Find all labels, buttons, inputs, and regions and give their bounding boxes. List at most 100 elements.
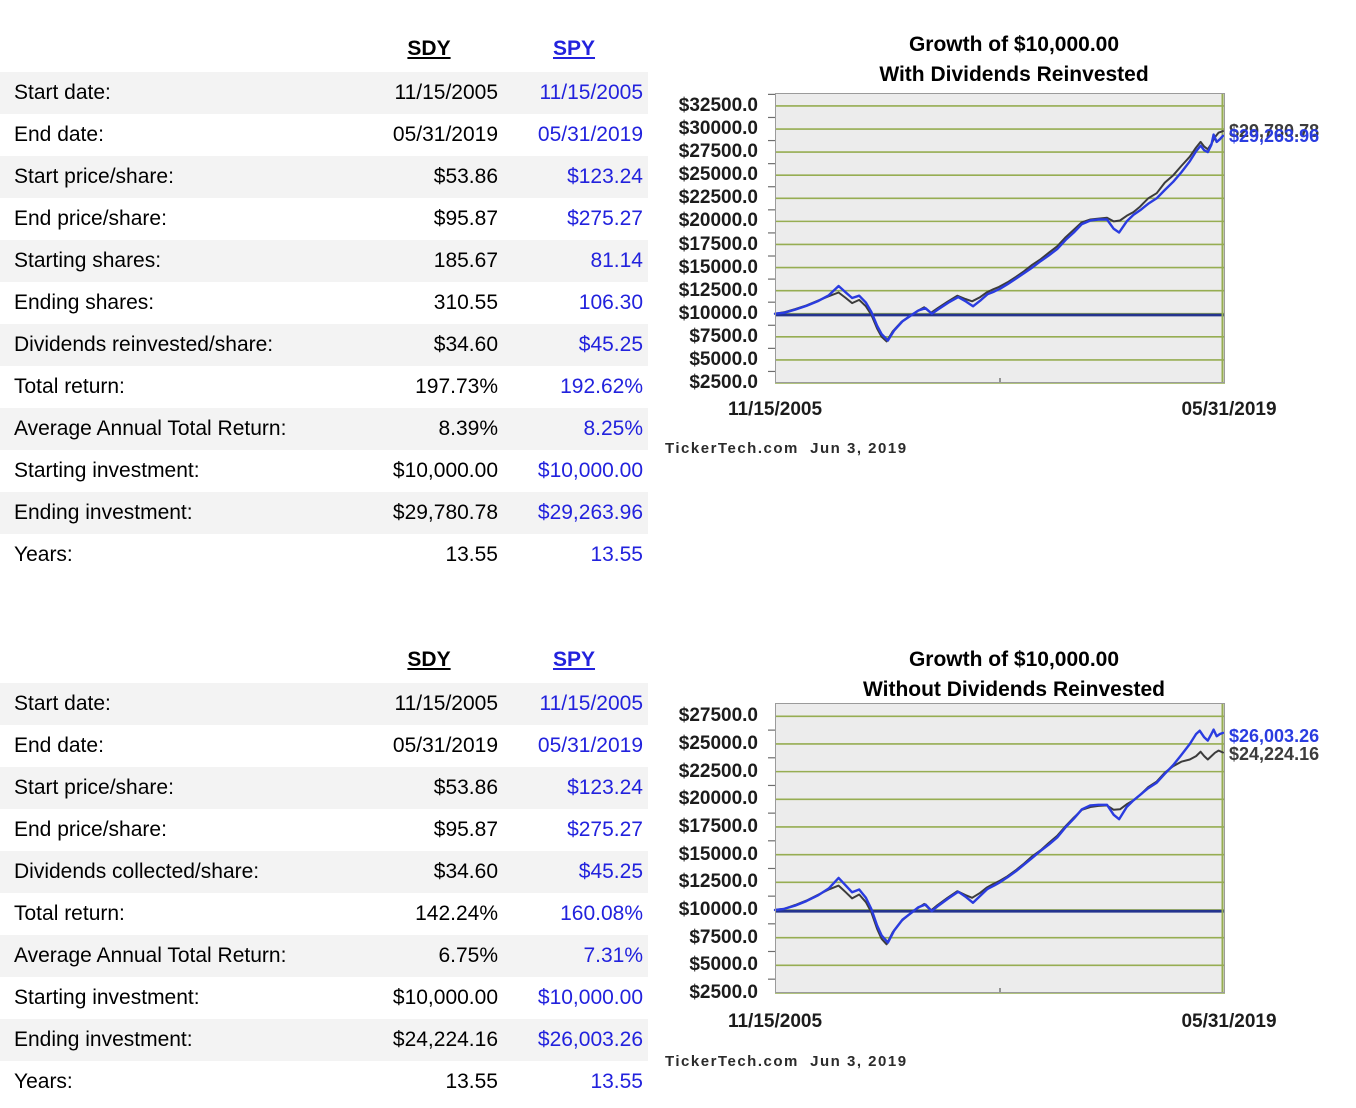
chart-title: Growth of $10,000.00 With Dividends Rein… [672, 30, 1356, 90]
sdy-value: $10,000.00 [392, 986, 498, 1009]
row-label: Ending shares: [14, 291, 155, 314]
y-axis-tick-label: $27500.0 [678, 705, 758, 727]
row-label: Start price/share: [14, 165, 174, 188]
y-axis-tick-label: $7500.0 [689, 926, 758, 948]
table-row: End date: 05/31/2019 05/31/2019 [0, 114, 648, 156]
row-label: Years: [14, 543, 73, 566]
table-row: Dividends reinvested/share: $34.60 $45.25 [0, 324, 648, 366]
sdy-value: $95.87 [433, 207, 498, 230]
table-row: End date: 05/31/2019 05/31/2019 [0, 725, 648, 767]
spy-value: 05/31/2019 [537, 123, 643, 146]
sdy-value: 05/31/2019 [392, 734, 498, 757]
charts-column: Growth of $10,000.00 With Dividends Rein… [660, 0, 1356, 1108]
sdy-value: 05/31/2019 [392, 123, 498, 146]
table-row: Start price/share: $53.86 $123.24 [0, 767, 648, 809]
sdy-value: 142.24% [415, 902, 498, 925]
sdy-value: $95.87 [433, 818, 498, 841]
y-axis-tick-label: $22500.0 [678, 760, 758, 782]
chart-title-line2: With Dividends Reinvested [879, 63, 1149, 86]
sdy-value: $29,780.78 [392, 501, 498, 524]
y-axis-tick-label: $27500.0 [678, 141, 758, 163]
chart-canvas [768, 93, 1225, 384]
sdy-value: 185.67 [433, 249, 498, 272]
sdy-ticker-link[interactable]: SDY [407, 648, 451, 671]
y-axis-tick-label: $22500.0 [678, 187, 758, 209]
table-row: Years: 13.55 13.55 [0, 1061, 648, 1103]
table-row: Start date: 11/15/2005 11/15/2005 [0, 72, 648, 114]
spy-value: 11/15/2005 [539, 692, 643, 715]
sdy-value: $53.86 [433, 165, 498, 188]
sdy-value: 8.39% [438, 417, 498, 440]
column-header-sdy: SDY [358, 26, 500, 72]
with-dividends-table: SDY SPY Start date: 11/15/2005 11/15/2005 E… [0, 26, 648, 576]
y-axis-tick-label: $17500.0 [678, 816, 758, 837]
table-row: Years: 13.55 13.55 [0, 534, 648, 576]
sdy-value: 310.55 [433, 291, 498, 314]
y-axis-tick-label: $5000.0 [689, 954, 758, 976]
table-row: Ending investment: $24,224.16 $26,003.26 [0, 1019, 648, 1061]
table-row: Starting investment: $10,000.00 $10,000.00 [0, 450, 648, 492]
table-row: End price/share: $95.87 $275.27 [0, 198, 648, 240]
chart-title-line1: Growth of $10,000.00 [908, 33, 1120, 56]
spy-value: 8.25% [583, 417, 643, 440]
spy-value: $123.24 [567, 165, 643, 188]
chart-title-line1: Growth of $10,000.00 [908, 648, 1120, 671]
y-axis-tick-label: $20000.0 [678, 210, 758, 232]
column-header-spy: SPY [500, 26, 648, 72]
spy-end-value-label: $26,003.26 [1229, 726, 1320, 746]
sdy-value: 13.55 [445, 543, 498, 566]
sdy-ticker-link[interactable]: SDY [407, 37, 451, 60]
spy-ticker-link[interactable]: SPY [552, 648, 596, 671]
chart-title: Growth of $10,000.00 Without Dividends R… [672, 645, 1356, 705]
row-label: Ending investment: [14, 1028, 193, 1051]
y-axis-labels: $27500.0 $25000.0 $22500.0 $20000.0 $17500.0… [660, 703, 758, 1003]
sdy-value: 6.75% [438, 944, 498, 967]
chart-with-dividends: Growth of $10,000.00 With Dividends Rein… [660, 0, 1356, 560]
y-axis-tick-label: $20000.0 [678, 788, 758, 810]
row-label: End price/share: [14, 818, 167, 841]
spy-value: 192.62% [560, 375, 643, 398]
spy-value: 13.55 [590, 1070, 643, 1093]
y-axis-tick-label: $17500.0 [678, 233, 758, 255]
row-label: Dividends collected/share: [14, 860, 260, 883]
x-axis-start-label: 11/15/2005 [727, 399, 823, 420]
x-axis-start-label: 11/15/2005 [727, 1011, 823, 1032]
sdy-end-value-label: $29,780.78 [1229, 121, 1320, 141]
spy-end-value-label: $29,263.96 [1229, 126, 1320, 146]
row-label: End date: [14, 734, 104, 757]
row-label: Starting shares: [14, 249, 162, 272]
y-axis-tick-label: $2500.0 [689, 372, 758, 393]
sdy-value: 11/15/2005 [394, 81, 498, 104]
spy-ticker-link[interactable]: SPY [552, 37, 596, 60]
table-row: Total return: 197.73% 192.62% [0, 366, 648, 408]
table-row: Start price/share: $53.86 $123.24 [0, 156, 648, 198]
y-axis-tick-label: $7500.0 [689, 325, 758, 347]
table-header-row: SDY SPY [0, 637, 648, 683]
row-label: Average Annual Total Return: [14, 944, 287, 967]
spy-value: $10,000.00 [537, 986, 643, 1009]
y-axis-tick-label: $25000.0 [678, 164, 758, 186]
spy-value: 7.31% [583, 944, 643, 967]
spy-value: $275.27 [567, 818, 643, 841]
y-axis-tick-label: $25000.0 [678, 733, 758, 754]
y-axis-tick-label: $12500.0 [678, 871, 758, 893]
sdy-value: $53.86 [433, 776, 498, 799]
spy-value: 81.14 [590, 249, 643, 272]
y-axis-tick-label: $5000.0 [689, 348, 758, 370]
row-label: Start date: [14, 81, 111, 104]
table-row: Ending shares: 310.55 106.30 [0, 282, 648, 324]
table-corner-cell [0, 26, 358, 72]
y-axis-tick-label: $2500.0 [689, 982, 758, 1003]
spy-value: 106.30 [578, 291, 643, 314]
table-row: Average Annual Total Return: 6.75% 7.31% [0, 935, 648, 977]
x-axis-end-label: 05/31/2019 [1181, 399, 1277, 420]
sdy-end-value-label: $24,224.16 [1229, 744, 1320, 764]
table-row: Dividends collected/share: $34.60 $45.25 [0, 851, 648, 893]
spy-value: $45.25 [578, 860, 643, 883]
sdy-value: 197.73% [415, 375, 498, 398]
y-axis-tick-label: $10000.0 [678, 899, 758, 920]
sdy-value: 11/15/2005 [394, 692, 498, 715]
row-label: Starting investment: [14, 986, 200, 1009]
y-axis-tick-label: $15000.0 [678, 843, 758, 865]
column-header-spy: SPY [500, 637, 648, 683]
